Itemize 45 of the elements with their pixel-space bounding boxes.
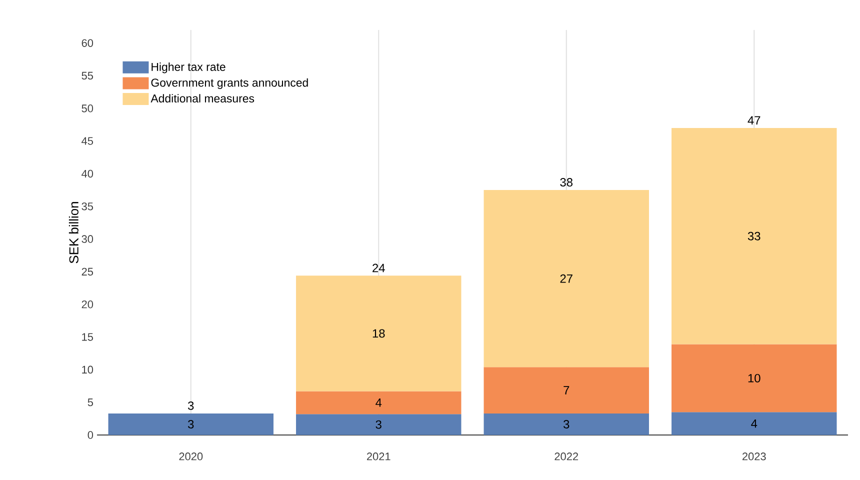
x-tick-label: 2021 (366, 452, 390, 460)
bar (484, 367, 649, 414)
y-tick-label: 35 (82, 202, 94, 210)
data-label: 18 (372, 329, 385, 338)
bar (484, 190, 649, 368)
y-tick-label: 15 (82, 333, 94, 341)
y-tick-label: 5 (88, 398, 94, 406)
bar (672, 344, 837, 412)
data-label: 4 (751, 419, 758, 428)
x-tick-label: 2022 (554, 452, 578, 460)
data-label: 33 (748, 232, 760, 240)
y-tick-label: 20 (82, 300, 94, 308)
y-tick-label: 10 (82, 366, 94, 374)
legend-label: Government grants announced (151, 78, 308, 89)
x-tick-label: 2020 (179, 452, 203, 460)
y-tick-label: 25 (82, 268, 94, 276)
y-tick-label: 45 (82, 137, 94, 145)
total-label: 47 (748, 116, 760, 124)
data-label: 10 (748, 374, 760, 382)
bar (672, 412, 837, 435)
data-label: 7 (564, 386, 570, 394)
data-label: 4 (376, 398, 382, 407)
bar (296, 391, 462, 414)
bar (296, 276, 462, 392)
total-label: 3 (188, 401, 194, 410)
y-tick-label: 55 (82, 72, 94, 80)
y-tick-label: 40 (82, 170, 94, 178)
data-label: 3 (188, 420, 194, 428)
bar (484, 413, 649, 435)
y-tick-label: 60 (82, 39, 94, 47)
legend-label: Additional measures (150, 94, 254, 103)
y-tick-label: 0 (88, 431, 94, 439)
bar (108, 413, 274, 435)
data-label: 3 (376, 420, 382, 429)
data-label: 3 (564, 420, 570, 428)
y-tick-label: 30 (82, 235, 94, 243)
y-axis-title: SEK billion (68, 202, 78, 264)
bar (672, 128, 837, 344)
total-label: 24 (372, 264, 385, 272)
legend-label: Higher tax rate (152, 62, 226, 74)
bar (296, 414, 462, 435)
data-label: 27 (560, 274, 572, 283)
x-tick-label: 2023 (742, 452, 766, 460)
total-label: 38 (560, 178, 573, 187)
y-tick-label: 50 (82, 104, 94, 112)
